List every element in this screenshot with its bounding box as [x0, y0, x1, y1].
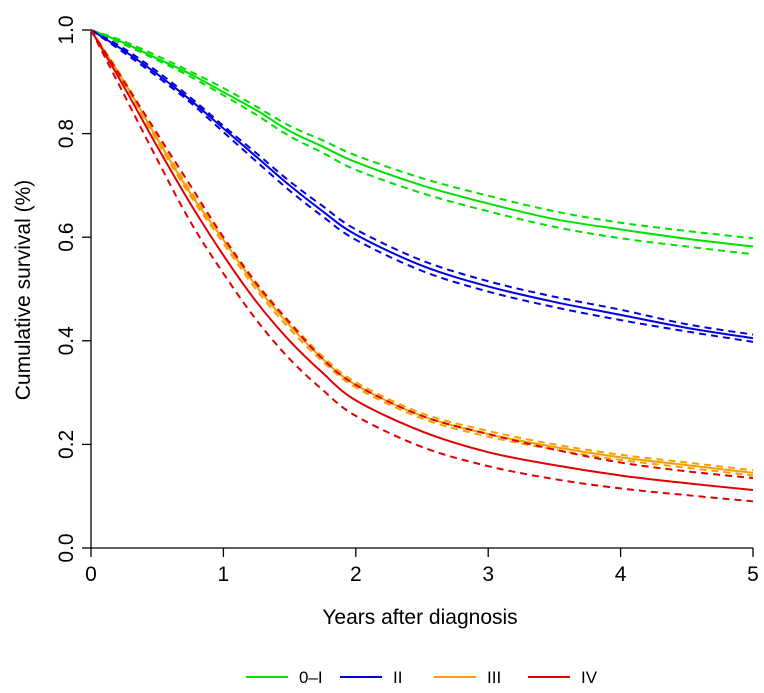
y-tick-label: 0.4: [55, 326, 78, 356]
series-iv-lower-ci-line: [90, 29, 754, 503]
legend-label: II: [393, 668, 402, 687]
x-tick-label: 5: [747, 563, 759, 586]
series-0-i-line: [90, 29, 754, 248]
x-tick-label: 4: [615, 563, 627, 586]
series-iii-upper-ci-line: [90, 29, 754, 472]
series-iv: [90, 29, 754, 503]
series-layer: [90, 29, 754, 503]
legend-label: 0–I: [299, 668, 323, 687]
series-iii-line: [90, 29, 754, 474]
y-tick-label: 0.6: [55, 223, 78, 252]
y-tick-label: 1.0: [55, 15, 78, 44]
series-iv-upper-ci-line: [90, 29, 754, 480]
legend: 0–I II III IV: [246, 668, 598, 687]
y-tick-label: 0.0: [55, 533, 78, 562]
series-0-i-lower-ci-line: [90, 29, 754, 256]
series-iii: [90, 29, 754, 477]
x-axis-title: Years after diagnosis: [322, 606, 517, 629]
series-ii-upper-ci-line: [90, 29, 754, 336]
x-tick-label: 0: [85, 563, 97, 586]
series-0-i-upper-ci-line: [90, 29, 754, 240]
y-tick-label: 0.8: [55, 119, 78, 148]
series-iii-lower-ci-line: [90, 29, 754, 477]
legend-label: III: [487, 668, 501, 687]
x-tick-label: 1: [218, 563, 230, 586]
series-iv-line: [90, 29, 754, 491]
axes: 0 1 2 3 4 5 0.0 0.2 0.4 0.6 0.8 1.0: [55, 15, 759, 586]
y-tick-label: 0.2: [55, 430, 78, 459]
x-tick-label: 2: [350, 563, 362, 586]
series-0-i: [90, 29, 754, 256]
y-axis-title: Cumulative survival (%): [12, 180, 35, 401]
legend-label: IV: [581, 668, 598, 687]
x-tick-label: 3: [482, 563, 494, 586]
series-ii-line: [90, 29, 754, 340]
series-ii-lower-ci-line: [90, 29, 754, 343]
series-ii: [90, 29, 754, 343]
